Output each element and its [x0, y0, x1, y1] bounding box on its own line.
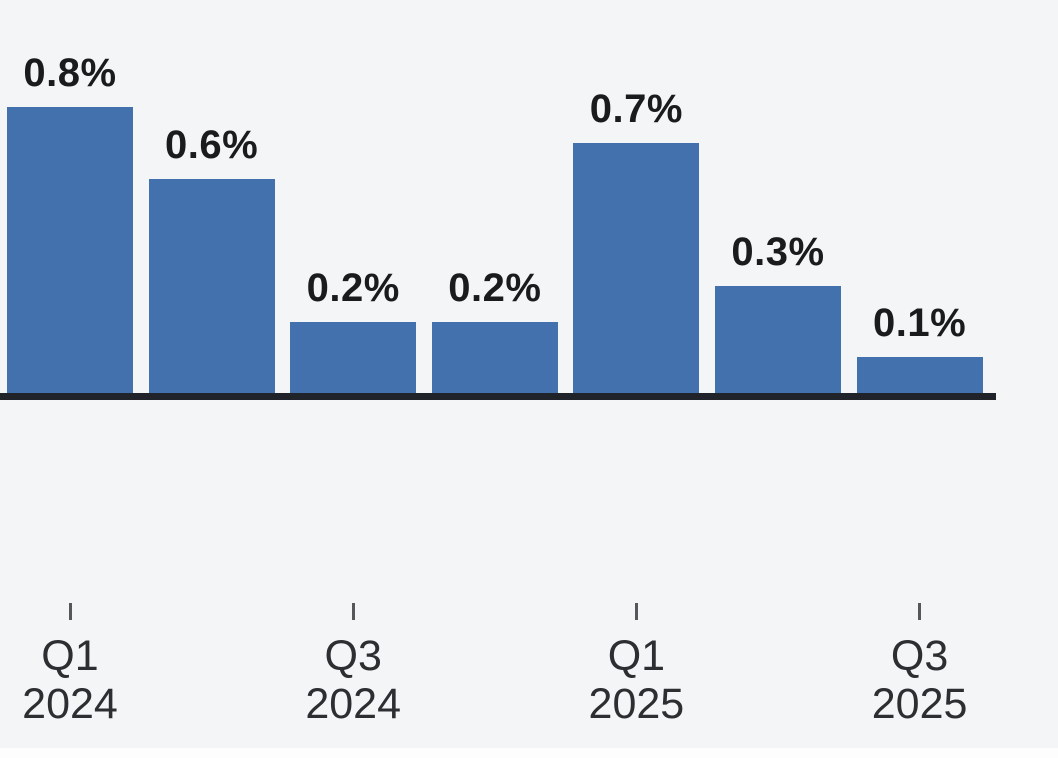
bar-q3: [290, 321, 417, 393]
x-axis-tick-label-line: 2024: [305, 680, 402, 728]
bar-q5: [573, 142, 700, 393]
bar-q1: [7, 107, 133, 393]
x-axis-tick-label-line: 2025: [871, 680, 968, 728]
x-axis-tick-label-line: 2025: [588, 680, 685, 728]
x-axis-tick-label: Q3 2024: [305, 632, 401, 728]
bar-value-label: 0.2%: [306, 265, 400, 310]
x-axis-tick-label-line: Q1: [607, 632, 666, 680]
x-axis-tick-label: Q1 2025: [589, 632, 685, 728]
x-axis-tick-label-line: Q1: [41, 632, 99, 680]
x-axis-tick-label-line: 2024: [22, 680, 118, 728]
x-axis-tick-mark: [351, 603, 355, 620]
x-axis-tick-mark: [918, 603, 922, 620]
bar-value-label: 0.8%: [23, 51, 117, 95]
bar-value-label: 0.6%: [165, 122, 259, 167]
x-axis-tick-mark: [68, 603, 72, 620]
bar-q2: [148, 178, 275, 393]
bar-value-label: 0.1%: [873, 301, 967, 346]
x-axis-tick-mark: [634, 603, 638, 620]
bar-value-label: 0.2%: [448, 265, 542, 310]
bar-q6: [715, 285, 841, 393]
bar-value-label: 0.3%: [731, 229, 825, 274]
bar-q4: [431, 321, 558, 393]
x-axis-tick-label: Q3 2025: [872, 632, 968, 728]
x-axis-tick-label: Q1 2024: [22, 632, 118, 728]
bar-q7: [856, 357, 983, 393]
bar-value-label: 0.7%: [589, 86, 683, 131]
x-axis-tick-label-line: Q3: [890, 632, 949, 680]
bottom-strip: [0, 748, 1058, 758]
x-axis-tick-label-line: Q3: [324, 632, 382, 680]
x-axis-line: [0, 393, 996, 400]
